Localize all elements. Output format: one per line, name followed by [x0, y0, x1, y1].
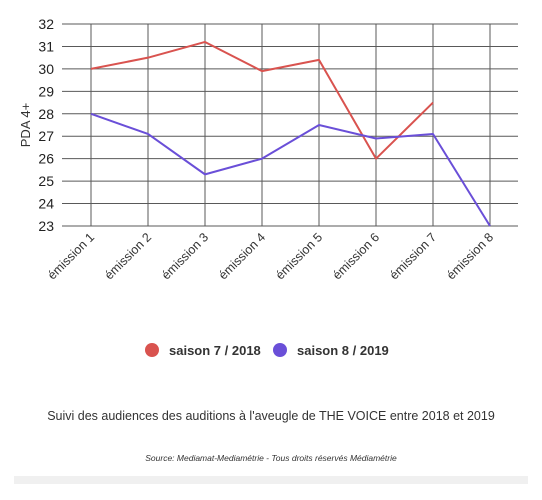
y-tick-label: 26 — [38, 151, 54, 167]
x-tick-label: émission 6 — [330, 230, 382, 282]
y-axis-label: PDA 4+ — [18, 103, 33, 147]
x-tick-label: émission 5 — [273, 230, 325, 282]
y-tick-label: 24 — [38, 196, 54, 212]
x-tick-label: émission 1 — [45, 230, 97, 282]
legend-label-2: saison 8 / 2019 — [297, 343, 389, 358]
y-tick-label: 29 — [38, 83, 54, 99]
x-tick-label: émission 2 — [102, 230, 154, 282]
x-tick-label: émission 8 — [444, 230, 496, 282]
x-tick-label: émission 3 — [159, 230, 211, 282]
y-tick-label: 32 — [38, 16, 54, 32]
y-tick-label: 28 — [38, 106, 54, 122]
x-tick-label: émission 7 — [387, 230, 439, 282]
y-tick-label: 30 — [38, 61, 54, 77]
y-tick-label: 25 — [38, 173, 54, 189]
x-tick-label: émission 4 — [216, 230, 268, 282]
chart-svg: 23 24 25 26 27 28 29 30 31 32 émission 1 émission 2… — [18, 16, 518, 358]
y-tick-label: 31 — [38, 38, 54, 54]
chart-caption: Suivi des audiences des auditions à l'av… — [47, 409, 495, 423]
bottom-divider — [14, 476, 528, 484]
y-tick-label: 27 — [38, 128, 54, 144]
chart-source: Source: Mediamat-Mediamétrie - Tous droi… — [145, 453, 397, 463]
legend-marker-2 — [273, 343, 287, 357]
series-line-2 — [90, 112, 491, 227]
y-tick-label: 23 — [38, 218, 54, 234]
legend-marker-1 — [145, 343, 159, 357]
series-line-1 — [90, 40, 434, 160]
legend-label-1: saison 7 / 2018 — [169, 343, 261, 358]
